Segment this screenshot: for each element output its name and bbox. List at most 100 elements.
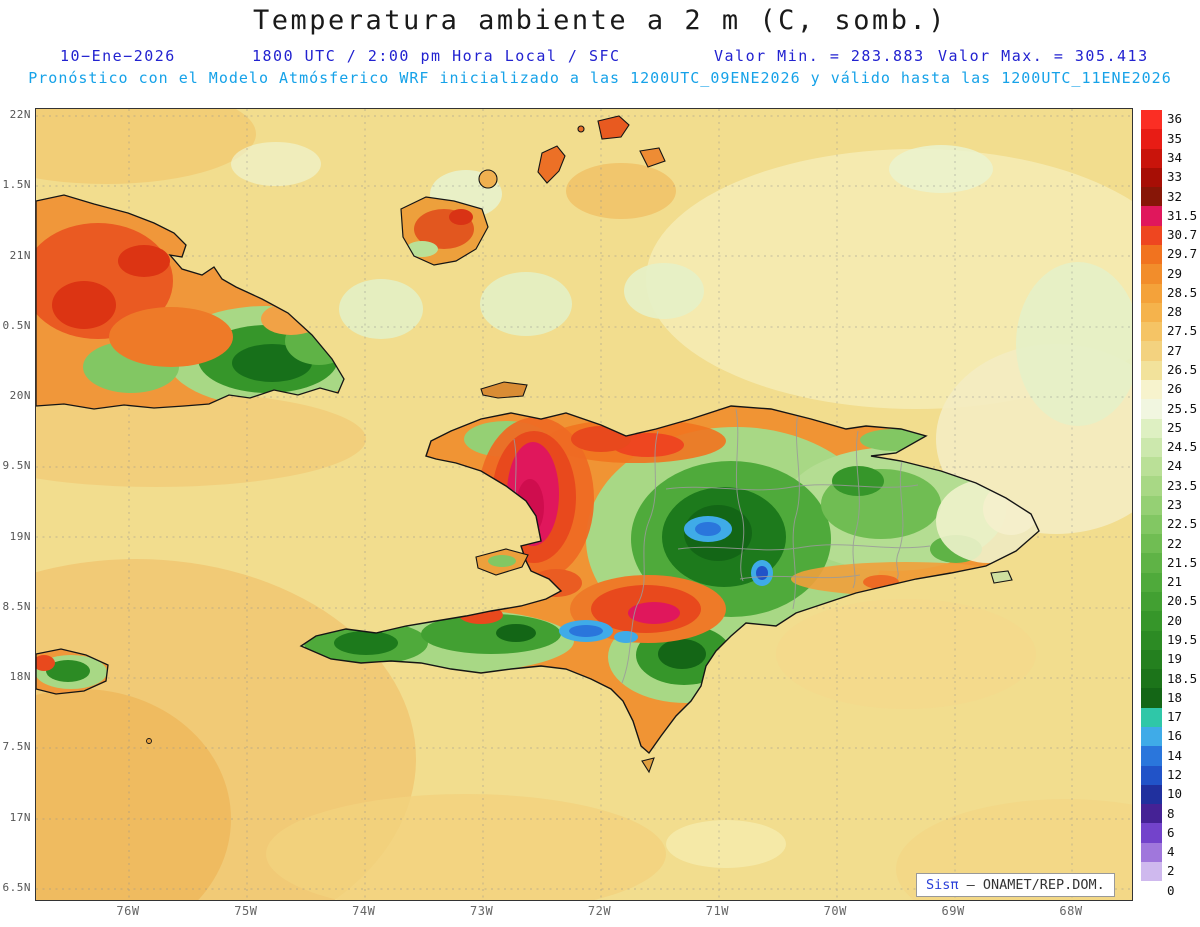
colorbar-swatch bbox=[1141, 707, 1162, 727]
x-tick-label: 71W bbox=[705, 904, 729, 918]
colorbar-swatch bbox=[1141, 110, 1162, 130]
x-tick-label: 69W bbox=[941, 904, 965, 918]
colorbar-swatch bbox=[1141, 187, 1162, 207]
y-tick-label: 20N bbox=[9, 389, 31, 403]
colorbar-swatch bbox=[1141, 669, 1162, 689]
colorbar-level: 12 bbox=[1141, 765, 1197, 785]
colorbar-level: 19 bbox=[1141, 649, 1197, 670]
colorbar-swatch bbox=[1141, 264, 1162, 284]
jamaica-landmass bbox=[36, 648, 152, 744]
sea-layer bbox=[36, 109, 1132, 900]
colorbar-label: 26 bbox=[1167, 381, 1183, 397]
colorbar-level: 10 bbox=[1141, 784, 1197, 805]
colorbar-level: 18.5 bbox=[1141, 669, 1198, 689]
colorbar-level: 26.5 bbox=[1141, 360, 1198, 380]
colorbar-level: 21 bbox=[1141, 572, 1197, 593]
colorbar-label: 27 bbox=[1167, 342, 1183, 358]
colorbar: 36 35 34 33 32 31.5 30.7 29.7 29 28.5 28 27.5 27 26.5… bbox=[1141, 110, 1197, 901]
valid-time-label: 1800 UTC / 2:00 pm Hora Local / SFC bbox=[252, 47, 621, 65]
colorbar-swatch bbox=[1141, 765, 1162, 785]
colorbar-label: 21.5 bbox=[1167, 554, 1198, 570]
colorbar-label: 34 bbox=[1167, 149, 1183, 165]
colorbar-level: 26 bbox=[1141, 379, 1197, 400]
colorbar-label: 36 bbox=[1167, 111, 1183, 127]
y-tick-label: 17N bbox=[9, 810, 31, 824]
colorbar-label: 29.7 bbox=[1167, 246, 1198, 262]
colorbar-label: 22 bbox=[1167, 535, 1183, 551]
colorbar-swatch bbox=[1141, 379, 1162, 400]
y-tick-label: 8.5N bbox=[2, 599, 31, 613]
colorbar-level: 28 bbox=[1141, 302, 1197, 323]
colorbar-label: 20.5 bbox=[1167, 593, 1198, 609]
colorbar-level: 27 bbox=[1141, 341, 1197, 361]
y-tick-label: 6.5N bbox=[2, 880, 31, 894]
colorbar-level: 21.5 bbox=[1141, 553, 1198, 573]
colorbar-level: 31.5 bbox=[1141, 206, 1198, 226]
colorbar-label: 25 bbox=[1167, 419, 1183, 435]
max-value-label: Valor Max. = 305.413 bbox=[938, 47, 1149, 65]
colorbar-label: 32 bbox=[1167, 188, 1183, 204]
colorbar-level: 33 bbox=[1141, 167, 1197, 188]
colorbar-swatch bbox=[1141, 225, 1162, 245]
colorbar-label: 25.5 bbox=[1167, 400, 1198, 416]
colorbar-level: 23.5 bbox=[1141, 476, 1197, 496]
colorbar-label: 27.5 bbox=[1167, 323, 1198, 339]
colorbar-label: 17 bbox=[1167, 709, 1183, 725]
colorbar-swatch bbox=[1141, 649, 1162, 670]
colorbar-swatch bbox=[1141, 688, 1162, 708]
colorbar-swatch bbox=[1141, 495, 1162, 515]
colorbar-swatch bbox=[1141, 727, 1162, 747]
colorbar-level: 24 bbox=[1141, 457, 1197, 477]
turks-caicos-islands bbox=[537, 115, 666, 184]
colorbar-label: 18.5 bbox=[1167, 670, 1198, 686]
colorbar-label: 19 bbox=[1167, 651, 1183, 667]
colorbar-swatch bbox=[1141, 244, 1162, 265]
watermark-brand: Sisπ bbox=[926, 877, 959, 893]
x-tick-label: 72W bbox=[587, 904, 612, 918]
colorbar-swatch bbox=[1141, 360, 1162, 380]
colorbar-level: 6 bbox=[1141, 823, 1197, 843]
colorbar-label: 8 bbox=[1167, 805, 1175, 821]
colorbar-level: 30.7 bbox=[1141, 225, 1198, 245]
colorbar-swatch bbox=[1141, 842, 1162, 862]
little-inagua-island bbox=[478, 169, 498, 189]
colorbar-level: 28.5 bbox=[1141, 283, 1197, 303]
colorbar-swatch bbox=[1141, 418, 1162, 438]
colorbar-level: 34 bbox=[1141, 148, 1197, 168]
colorbar-level: 8 bbox=[1141, 804, 1197, 824]
y-tick-label: 22N bbox=[9, 108, 31, 121]
colorbar-swatch bbox=[1141, 572, 1162, 593]
colorbar-level: 22.5 bbox=[1141, 514, 1197, 535]
colorbar-level: 35 bbox=[1141, 129, 1197, 149]
colorbar-swatch bbox=[1141, 823, 1162, 843]
colorbar-label: 16 bbox=[1167, 728, 1183, 744]
colorbar-label: 26.5 bbox=[1167, 362, 1198, 378]
colorbar-level: 2 bbox=[1141, 861, 1197, 882]
colorbar-label: 31.5 bbox=[1167, 207, 1198, 223]
colorbar-swatch bbox=[1141, 283, 1162, 303]
colorbar-label: 24.5 bbox=[1167, 439, 1198, 455]
colorbar-level: 4 bbox=[1141, 842, 1197, 862]
x-tick-label: 73W bbox=[470, 904, 494, 918]
colorbar-label: 4 bbox=[1167, 844, 1175, 860]
colorbar-label: 30.7 bbox=[1167, 227, 1198, 243]
y-tick-label: 18N bbox=[9, 670, 31, 684]
colorbar-label: 35 bbox=[1167, 130, 1183, 146]
colorbar-swatch bbox=[1141, 167, 1162, 188]
colorbar-level: 18 bbox=[1141, 688, 1197, 708]
x-tick-label: 76W bbox=[116, 904, 140, 918]
colorbar-swatch bbox=[1141, 476, 1162, 496]
colorbar-swatch bbox=[1141, 399, 1162, 419]
colorbar-level: 29 bbox=[1141, 264, 1197, 284]
colorbar-level: 29.7 bbox=[1141, 244, 1198, 265]
colorbar-label: 23 bbox=[1167, 497, 1183, 513]
colorbar-level: 27.5 bbox=[1141, 322, 1198, 342]
y-tick-label: 21N bbox=[9, 248, 31, 262]
colorbar-level: 23 bbox=[1141, 495, 1197, 515]
colorbar-label: 2 bbox=[1167, 863, 1175, 879]
colorbar-label: 20 bbox=[1167, 612, 1183, 628]
inagua-island bbox=[400, 169, 498, 266]
colorbar-label: 28 bbox=[1167, 304, 1183, 320]
y-tick-label: 7.5N bbox=[2, 740, 31, 754]
colorbar-label: 14 bbox=[1167, 747, 1183, 763]
